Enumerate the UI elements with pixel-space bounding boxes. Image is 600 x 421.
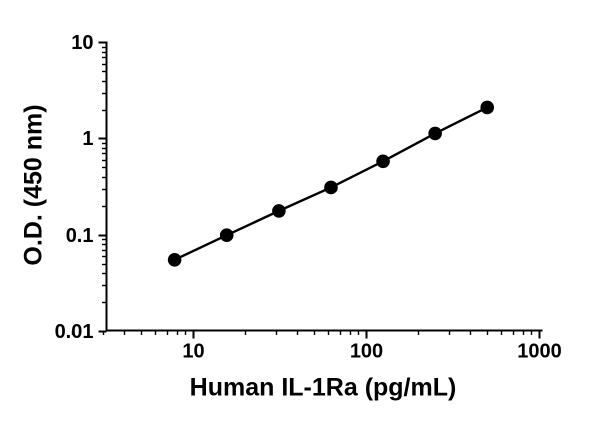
svg-text:1000: 1000 (517, 341, 562, 363)
svg-text:1: 1 (82, 128, 93, 150)
svg-text:0.01: 0.01 (55, 321, 94, 343)
svg-text:0.1: 0.1 (66, 225, 94, 247)
svg-text:10: 10 (182, 341, 204, 363)
svg-text:100: 100 (350, 341, 383, 363)
svg-text:10: 10 (71, 32, 93, 54)
